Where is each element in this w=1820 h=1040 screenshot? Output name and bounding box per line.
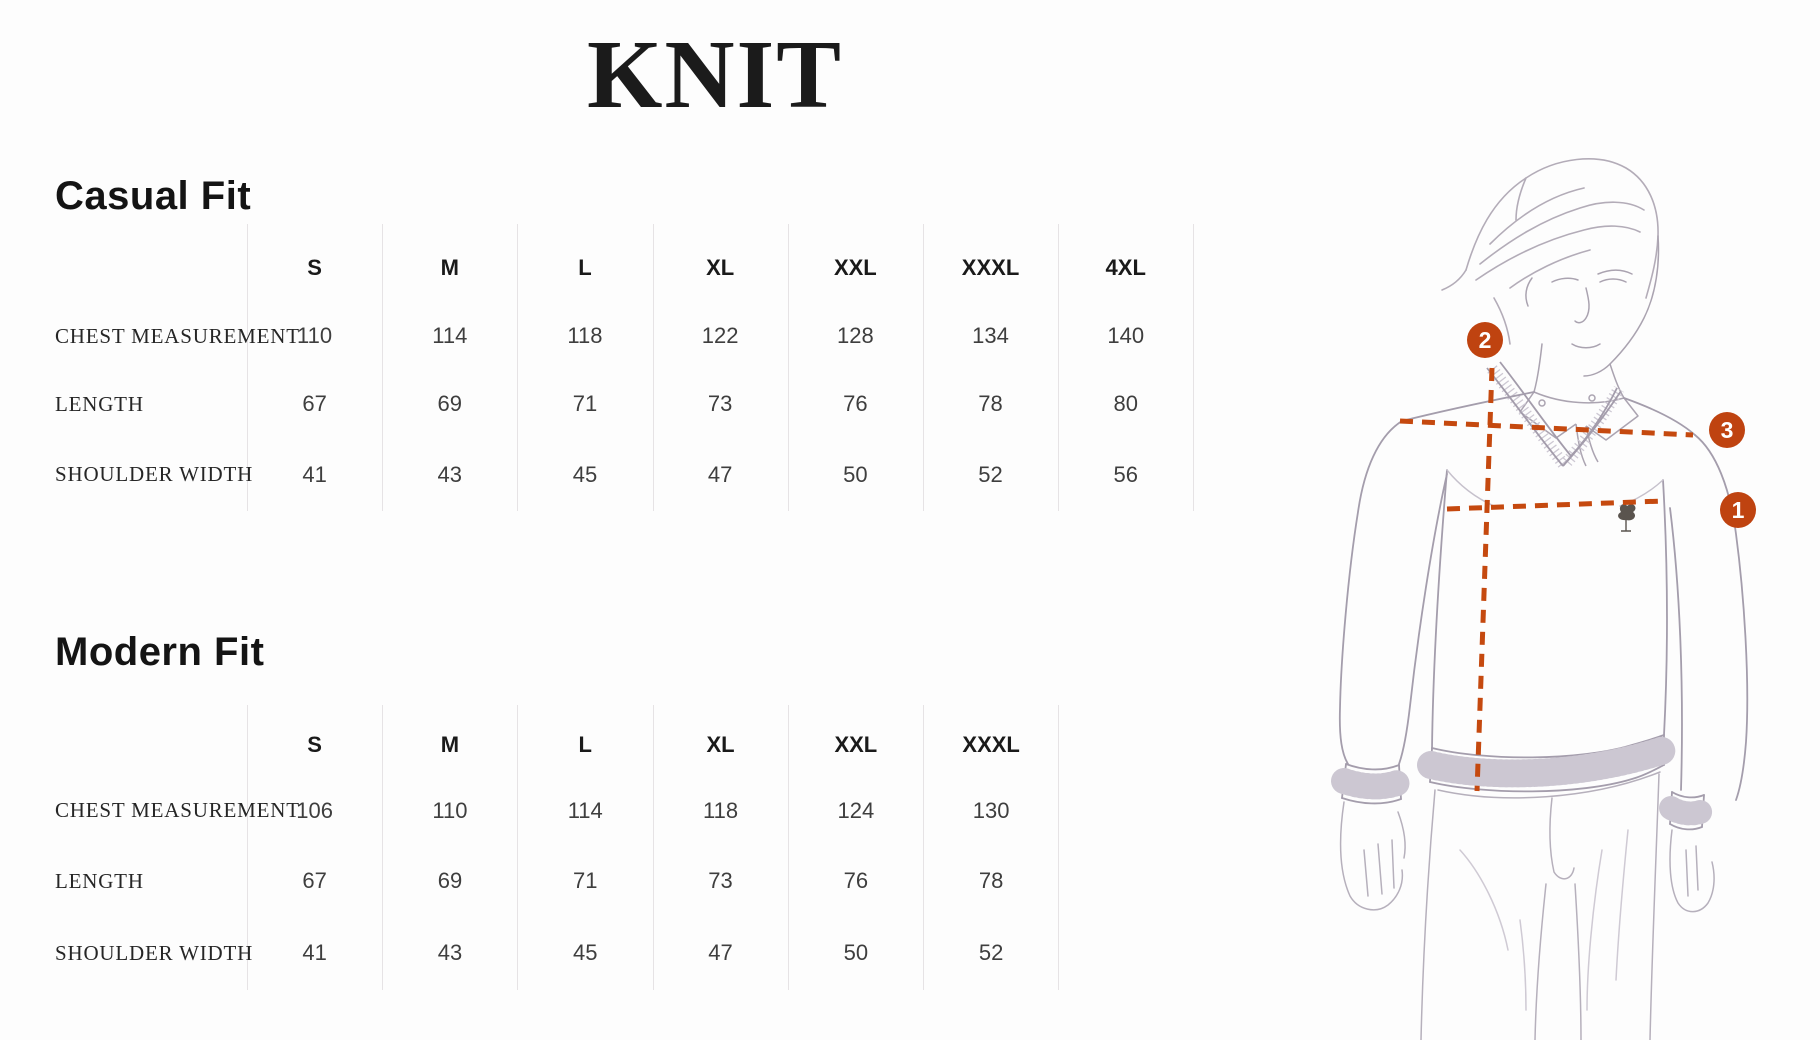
size-value: 43 [437,940,463,965]
column-divider [923,705,924,990]
size-value: 52 [978,940,1004,965]
column-divider [247,705,248,990]
size-value: 56 [1113,461,1138,487]
mannequin-illustration: 2 3 1 [1280,148,1820,1040]
row-label: CHEST MEASUREMENT [55,798,300,822]
column-divider [247,224,248,511]
chest-logo [1618,503,1636,532]
size-column-header: M [440,255,459,280]
size-value: 50 [843,940,869,965]
sweater-sketch [1331,391,1749,831]
table-corner [0,705,247,775]
column-divider [382,705,383,990]
size-value: 114 [432,323,468,348]
size-value: 71 [572,391,598,416]
size-value: 41 [302,940,327,965]
size-value: 52 [978,461,1003,487]
page-title: KNIT [587,21,843,128]
size-column-header: S [307,732,322,757]
size-value: 122 [701,323,739,348]
size-value: 118 [567,323,603,348]
size-value: 118 [703,797,739,823]
size-value: 134 [972,323,1009,348]
size-value: 45 [572,461,598,487]
vneck-trim-sketch [1486,361,1625,469]
casual-size-table: S M L XL XXL XXXL 4XL CHEST MEASUREMENT … [0,224,1194,511]
column-divider [1058,224,1059,511]
size-value: 140 [1107,323,1145,348]
measurement-marker-3: 3 [1709,412,1745,448]
size-column-header: M [440,732,460,757]
length-measure-line [1474,367,1495,792]
size-column-header: XL [706,732,735,757]
size-value: 76 [843,391,868,416]
row-label: LENGTH [55,868,144,893]
size-value: 80 [1113,391,1138,416]
size-value: 73 [708,868,733,893]
size-value: 130 [972,797,1010,823]
face-sketch [1525,235,1660,399]
size-column-header: L [578,732,592,757]
size-column-header: 4XL [1105,255,1146,280]
column-divider [788,705,789,990]
modern-fit-heading: Modern Fit [55,630,265,674]
size-value: 128 [836,323,874,348]
size-column-header: XXXL [962,732,1020,757]
column-divider [1058,705,1059,990]
size-value: 124 [837,797,875,823]
row-label: SHOULDER WIDTH [55,462,254,486]
size-value: 73 [707,391,733,416]
modern-size-table: S M L XL XXL XXXL CHEST MEASUREMENT 106 … [0,705,1059,990]
mannequin-sketch [1331,158,1749,1040]
size-column-header: S [307,255,322,280]
size-column-header: XL [706,255,735,280]
row-label: CHEST MEASUREMENT [55,323,300,348]
size-value: 69 [437,391,463,416]
size-value: 50 [843,461,868,487]
size-column-header: L [578,255,592,280]
size-value: 78 [978,391,1003,416]
size-value: 76 [843,868,869,893]
size-value: 67 [302,868,327,893]
shoulder-width-measure-line [1399,418,1694,438]
size-column-header: XXL [834,732,878,757]
table-corner [0,224,247,302]
hair-sketch [1441,158,1659,345]
size-value: 110 [297,323,333,348]
column-divider [923,224,924,511]
size-value: 71 [573,868,598,893]
size-value: 47 [707,461,733,487]
size-value: 47 [708,940,733,965]
row-label: LENGTH [55,391,144,416]
measurement-marker-1: 1 [1720,492,1756,528]
size-value: 78 [978,868,1004,893]
chest-measure-line [1446,498,1664,512]
column-divider [517,224,518,511]
size-column-header: XXL [833,255,877,280]
measurement-marker-2: 2 [1467,322,1503,358]
casual-fit-heading: Casual Fit [55,174,252,218]
size-value: 67 [302,391,327,416]
size-value: 45 [573,940,598,965]
hands-sketch [1339,801,1715,913]
column-divider [653,705,654,990]
pants-sketch [1420,771,1661,1040]
size-value: 41 [302,461,327,487]
column-divider [382,224,383,511]
size-value: 43 [437,461,463,487]
column-divider [517,705,518,990]
column-divider [1193,224,1194,511]
size-value: 69 [437,868,463,893]
row-label: SHOULDER WIDTH [55,940,254,965]
column-divider [653,224,654,511]
size-column-header: XXXL [961,255,1020,280]
size-value: 106 [296,797,333,823]
size-value: 110 [432,797,468,823]
size-value: 114 [567,797,603,823]
column-divider [788,224,789,511]
